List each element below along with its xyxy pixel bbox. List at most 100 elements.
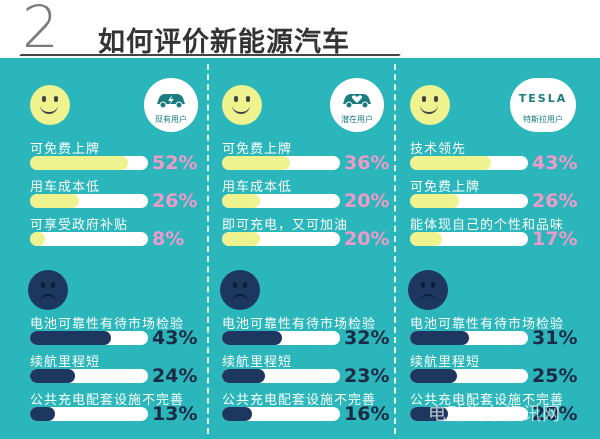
item-label: 用车成本低 bbox=[222, 180, 293, 195]
percentage-value: 43% bbox=[152, 327, 198, 349]
percentage-value: 32% bbox=[344, 327, 390, 349]
item-label: 可免费上牌 bbox=[30, 142, 101, 157]
percentage-value: 23% bbox=[344, 365, 390, 387]
item-label: 即可充电，又可加油 bbox=[222, 218, 349, 233]
bar-fill bbox=[222, 407, 253, 421]
progress-bar bbox=[222, 194, 340, 208]
smiley-face-icon bbox=[30, 85, 70, 125]
badge-label: 特斯拉用户 bbox=[523, 115, 563, 124]
percentage-value: 8% bbox=[152, 228, 185, 250]
percentage-value: 17% bbox=[532, 228, 578, 250]
positive-item: 能体现自己的个性和品味 17% bbox=[410, 214, 584, 250]
progress-bar bbox=[30, 407, 148, 421]
column-divider bbox=[207, 64, 209, 434]
percentage-value: 25% bbox=[532, 365, 578, 387]
negative-item: 公共充电配套设施不完善 20% bbox=[410, 389, 584, 425]
badge-current-users: 现有用户 bbox=[144, 78, 198, 132]
tesla-logo-icon: TESLA bbox=[518, 92, 568, 105]
item-label: 可免费上牌 bbox=[410, 180, 481, 195]
progress-bar bbox=[222, 407, 340, 421]
bar-fill bbox=[30, 232, 46, 246]
bar-fill bbox=[30, 369, 76, 383]
progress-bar bbox=[410, 331, 528, 345]
progress-bar bbox=[410, 156, 528, 170]
column-current-users: 现有用户 可免费上牌 52% 用车成本低 26% 可享受政府补贴 8% 电池可靠… bbox=[22, 58, 204, 439]
positive-item: 可免费上牌 26% bbox=[410, 176, 584, 212]
positive-item: 可免费上牌 36% bbox=[222, 138, 396, 174]
column-divider bbox=[394, 64, 396, 434]
percentage-value: 20% bbox=[344, 190, 390, 212]
progress-bar bbox=[222, 156, 340, 170]
bar-fill bbox=[222, 156, 290, 170]
negative-item: 续航里程短 25% bbox=[410, 351, 584, 387]
bar-fill bbox=[30, 156, 129, 170]
positive-item: 即可充电，又可加油 20% bbox=[222, 214, 396, 250]
percentage-value: 20% bbox=[344, 228, 390, 250]
positive-item: 用车成本低 20% bbox=[222, 176, 396, 212]
progress-bar bbox=[410, 369, 528, 383]
negative-item: 电池可靠性有待市场检验 43% bbox=[30, 313, 204, 349]
bar-fill bbox=[222, 232, 260, 246]
bar-fill bbox=[30, 331, 112, 345]
section-number: 2 bbox=[22, 0, 59, 61]
column-potential-users: 潜在用户 可免费上牌 36% 用车成本低 20% 即可充电，又可加油 20% 电… bbox=[214, 58, 390, 439]
header: 2 如何评价新能源汽车 bbox=[0, 0, 600, 58]
progress-bar bbox=[30, 156, 148, 170]
watermark: 电动汽车资讯网 bbox=[428, 404, 561, 425]
positive-item: 可免费上牌 52% bbox=[30, 138, 204, 174]
progress-bar bbox=[30, 331, 148, 345]
progress-bar bbox=[222, 232, 340, 246]
smiley-face-icon bbox=[410, 85, 450, 125]
progress-bar bbox=[410, 194, 528, 208]
negative-item: 电池可靠性有待市场检验 31% bbox=[410, 313, 584, 349]
percentage-value: 31% bbox=[532, 327, 578, 349]
item-label: 公共充电配套设施不完善 bbox=[410, 393, 565, 408]
badge-potential-users: 潜在用户 bbox=[330, 78, 384, 132]
item-label: 电池可靠性有待市场检验 bbox=[222, 317, 377, 332]
car-heart-icon bbox=[343, 94, 371, 109]
progress-bar bbox=[30, 194, 148, 208]
positive-item: 用车成本低 26% bbox=[30, 176, 204, 212]
positive-item: 技术领先 43% bbox=[410, 138, 584, 174]
negative-item: 续航里程短 24% bbox=[30, 351, 204, 387]
progress-bar bbox=[222, 369, 340, 383]
percentage-value: 13% bbox=[152, 403, 198, 425]
progress-bar bbox=[30, 232, 148, 246]
negative-item: 电池可靠性有待市场检验 32% bbox=[222, 313, 396, 349]
percentage-value: 36% bbox=[344, 152, 390, 174]
badge-label: 现有用户 bbox=[155, 115, 187, 124]
item-label: 可享受政府补贴 bbox=[30, 218, 129, 233]
bar-fill bbox=[410, 369, 458, 383]
item-label: 用车成本低 bbox=[30, 180, 101, 195]
bar-fill bbox=[222, 369, 266, 383]
percentage-value: 16% bbox=[344, 403, 390, 425]
percentage-value: 43% bbox=[532, 152, 578, 174]
item-label: 电池可靠性有待市场检验 bbox=[30, 317, 185, 332]
percentage-value: 20% bbox=[532, 403, 578, 425]
bar-fill bbox=[410, 331, 469, 345]
page-title: 如何评价新能源汽车 bbox=[98, 27, 350, 58]
badge-label: 潜在用户 bbox=[341, 115, 373, 124]
sad-face-icon bbox=[408, 270, 448, 310]
item-label: 续航里程短 bbox=[30, 355, 101, 370]
bar-fill bbox=[410, 194, 460, 208]
bar-fill bbox=[410, 407, 448, 421]
percentage-value: 26% bbox=[532, 190, 578, 212]
sad-face-icon bbox=[220, 270, 260, 310]
bar-fill bbox=[222, 194, 260, 208]
progress-bar bbox=[410, 407, 528, 421]
positive-item: 可享受政府补贴 8% bbox=[30, 214, 204, 250]
bar-fill bbox=[30, 194, 80, 208]
item-label: 能体现自己的个性和品味 bbox=[410, 218, 565, 233]
item-label: 续航里程短 bbox=[410, 355, 481, 370]
item-label: 电池可靠性有待市场检验 bbox=[410, 317, 565, 332]
percentage-value: 26% bbox=[152, 190, 198, 212]
progress-bar bbox=[30, 369, 148, 383]
percentage-value: 52% bbox=[152, 152, 198, 174]
badge-tesla-users: TESLA 特斯拉用户 bbox=[510, 78, 576, 132]
item-label: 公共充电配套设施不完善 bbox=[222, 393, 377, 408]
bar-fill bbox=[410, 156, 492, 170]
car-lightning-icon bbox=[157, 94, 185, 109]
sad-face-icon bbox=[28, 270, 68, 310]
